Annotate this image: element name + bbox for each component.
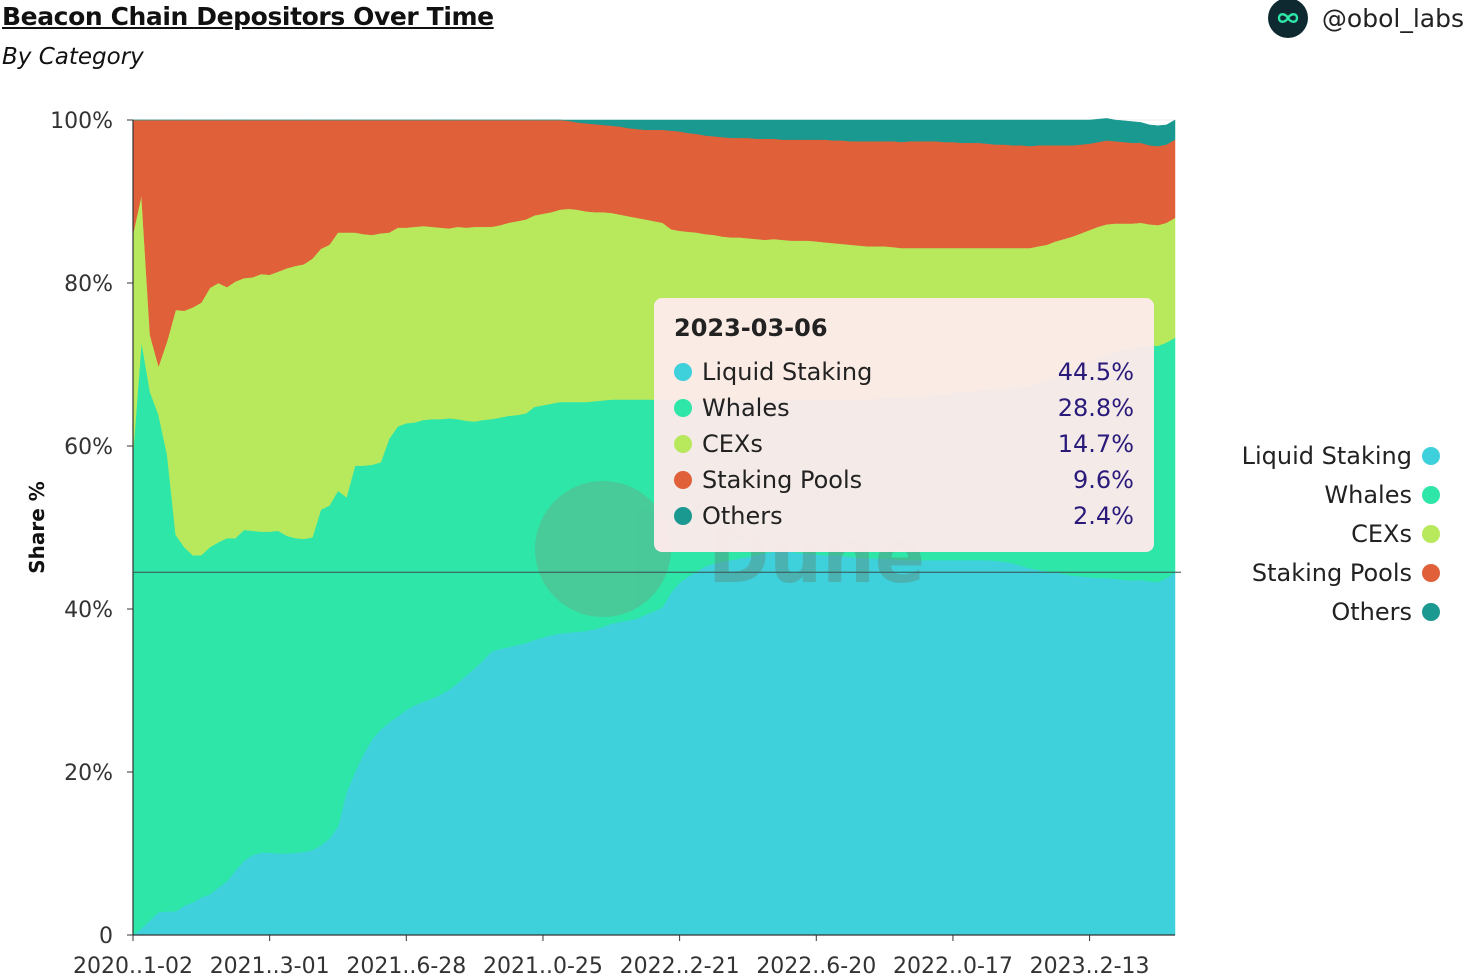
x-tick-label: 2023..2-13 xyxy=(1030,954,1150,979)
x-tick-label: 2022..6-20 xyxy=(756,954,876,979)
tooltip-row-cexs: CEXs 14.7% xyxy=(674,426,1134,462)
legend-item-whales[interactable]: Whales xyxy=(1324,475,1440,514)
y-tick-label: 20% xyxy=(64,761,113,786)
tooltip-row-whales: Whales 28.8% xyxy=(674,390,1134,426)
x-tick-label: 2021..3-01 xyxy=(210,954,330,979)
chart-title[interactable]: Beacon Chain Depositors Over Time xyxy=(2,2,494,31)
legend-dot xyxy=(1422,563,1440,582)
axes: 0 20% 40% 60% 80% 100% 2020..1-02 2021..3-01 202… xyxy=(25,109,1175,979)
x-tick-label: 2021..0-25 xyxy=(483,954,603,979)
legend-label: Others xyxy=(1331,597,1412,626)
legend-label: Whales xyxy=(1324,480,1412,509)
legend: Liquid Staking Whales CEXs Staking Pools… xyxy=(1242,436,1440,631)
legend-item-others[interactable]: Others xyxy=(1331,592,1440,631)
legend-label: Staking Pools xyxy=(1251,558,1412,587)
tooltip-label: Staking Pools xyxy=(702,466,863,494)
brand-name: @obol_labs xyxy=(1321,3,1464,33)
tooltip-dot xyxy=(674,363,692,381)
legend-dot xyxy=(1422,602,1440,621)
legend-dot xyxy=(1422,524,1440,543)
legend-item-staking-pools[interactable]: Staking Pools xyxy=(1252,553,1440,592)
tooltip-row-staking-pools: Staking Pools 9.6% xyxy=(674,462,1134,498)
x-tick-label: 2022..0-17 xyxy=(893,954,1013,979)
tooltip-value: 9.6% xyxy=(1073,466,1134,494)
tooltip-label: CEXs xyxy=(702,430,763,458)
y-tick-label: 40% xyxy=(64,598,113,623)
tooltip-dot xyxy=(674,507,692,525)
tooltip-label: Liquid Staking xyxy=(702,358,873,386)
y-tick-label: 60% xyxy=(64,435,113,460)
x-tick-label: 2022..2-21 xyxy=(620,954,740,979)
y-tick-label: 100% xyxy=(50,109,113,134)
legend-item-cexs[interactable]: CEXs xyxy=(1351,514,1440,553)
tooltip-row-liquid-staking: Liquid Staking 44.5% xyxy=(674,354,1134,390)
legend-item-liquid-staking[interactable]: Liquid Staking xyxy=(1242,436,1440,475)
x-tick-label: 2021..6-28 xyxy=(346,954,466,979)
tooltip-value: 44.5% xyxy=(1057,358,1134,386)
tooltip-date: 2023-03-06 xyxy=(674,314,828,342)
chart-subtitle: By Category xyxy=(2,44,144,70)
infinity-icon xyxy=(1267,0,1308,38)
dune-watermark-logo xyxy=(535,481,671,617)
area-others xyxy=(133,118,1176,147)
legend-label: CEXs xyxy=(1351,519,1412,548)
tooltip-dot xyxy=(674,435,692,453)
tooltip-label: Others xyxy=(702,502,783,530)
legend-dot xyxy=(1422,485,1440,504)
x-tick-label: 2020..1-02 xyxy=(73,954,193,979)
legend-label: Liquid Staking xyxy=(1241,441,1412,470)
tooltip-dot xyxy=(674,399,692,417)
hover-tooltip: 2023-03-06 Liquid Staking 44.5% Whales 2… xyxy=(654,298,1154,552)
tooltip-dot xyxy=(674,471,692,489)
y-axis-title: Share % xyxy=(25,481,49,574)
brand[interactable]: @obol_labs xyxy=(1267,0,1464,38)
tooltip-label: Whales xyxy=(702,394,790,422)
tooltip-value: 2.4% xyxy=(1073,502,1134,530)
legend-dot xyxy=(1422,446,1440,465)
y-tick-label: 0 xyxy=(99,924,113,949)
tooltip-value: 28.8% xyxy=(1057,394,1134,422)
tooltip-row-others: Others 2.4% xyxy=(674,498,1134,534)
y-tick-label: 80% xyxy=(64,272,113,297)
tooltip-value: 14.7% xyxy=(1057,430,1134,458)
